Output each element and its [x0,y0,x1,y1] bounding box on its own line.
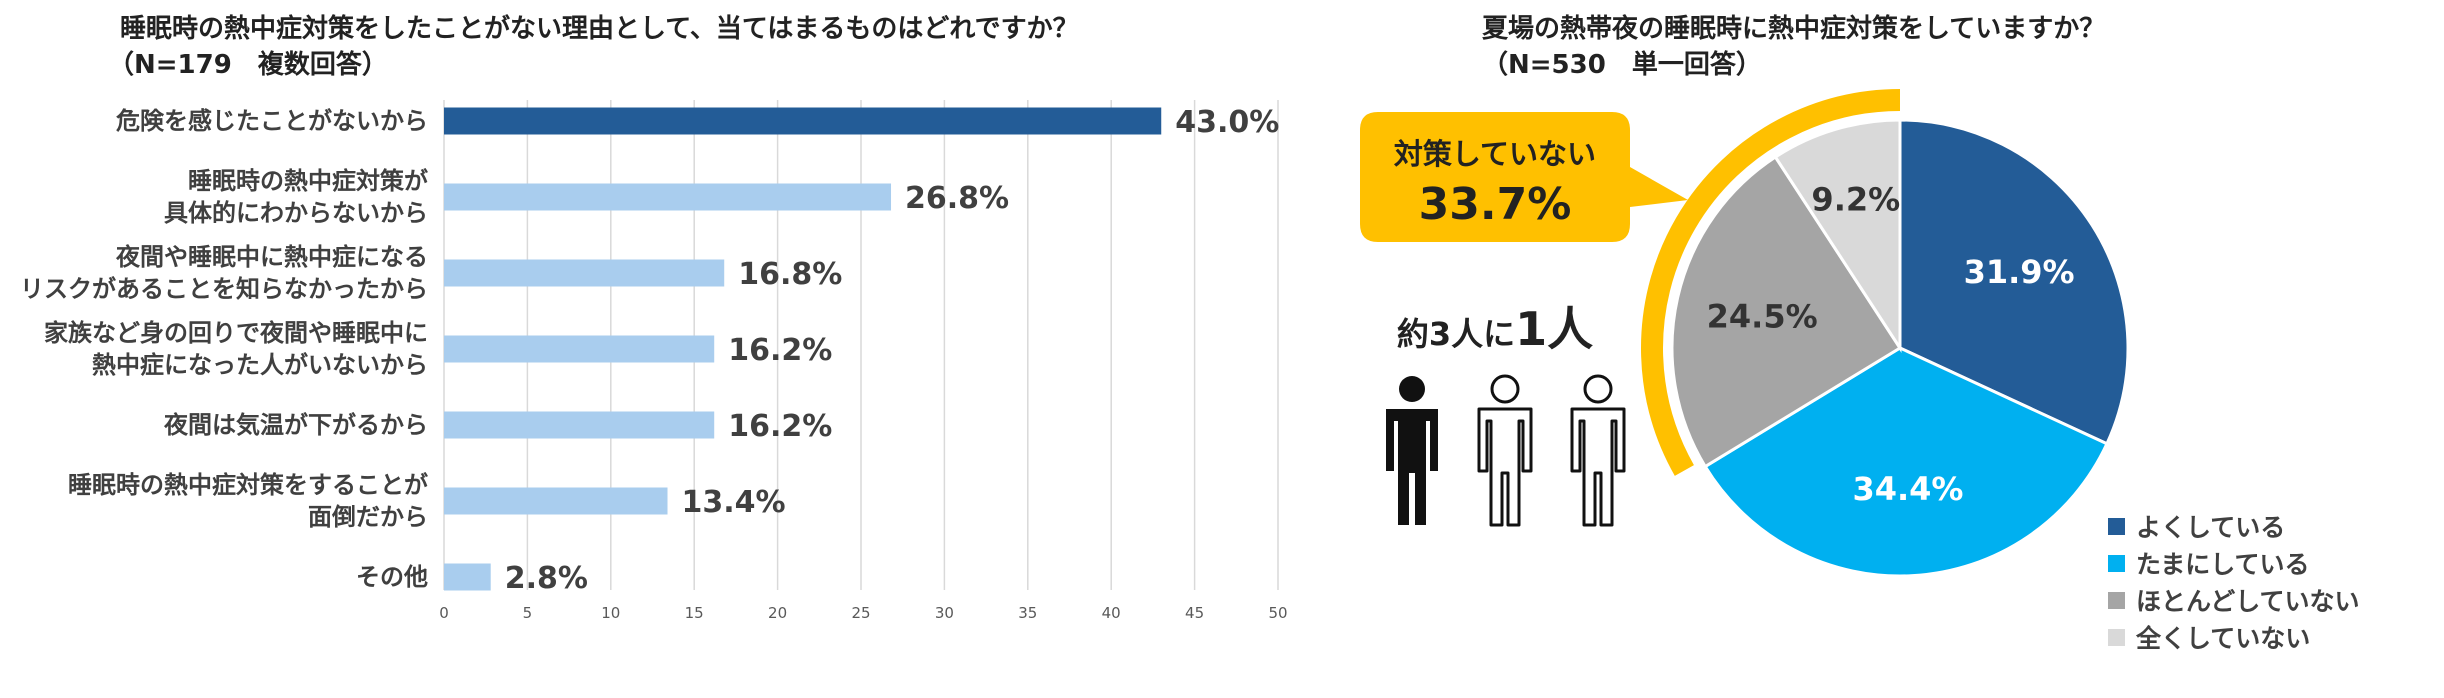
pie-slice [1703,346,2109,578]
x-tick-label: 50 [1268,604,1287,622]
pie-slice [1898,118,2130,446]
legend-swatch [2108,629,2125,646]
x-tick-label: 15 [685,604,704,622]
legend-label: 全くしていない [2135,624,2310,653]
bar [444,259,725,287]
bar-data-label: 16.2% [728,409,832,444]
bar [444,411,715,439]
category-label: その他 [356,563,428,591]
bar-chart-title: 睡眠時の熱中症対策をしたことがない理由として、当てはまるものはどれですか？ [120,14,1079,44]
callout-value: 33.7% [1419,179,1572,230]
category-label: 睡眠時の熱中症対策をすることが [68,471,428,499]
bar [444,563,491,591]
pie-chart-subtitle: （N=530 単一回答） [1482,50,1762,80]
bar [444,183,892,211]
annotation-text: 約3人に1人 [1397,302,1593,356]
category-label: リスクがあることを知らなかったから [20,275,428,303]
x-tick-label: 45 [1185,604,1204,622]
x-tick-label: 35 [1018,604,1037,622]
pie-chart-title: 夏場の熱帯夜の睡眠時に熱中症対策をしていますか？ [1482,14,2106,44]
bar-chart: 0 5 10 15 20 25 30 35 40 45 50 43.0% 危険を感じたことがないから 26… [20,100,1288,622]
bar-data-label: 2.8% [505,561,588,596]
callout-label: 対策していない [1394,137,1596,171]
bar [444,487,668,515]
pie-slice [1670,154,1903,469]
legend-swatch [2108,592,2125,609]
legend-swatch [2108,518,2125,535]
category-label: 危険を感じたことがないから [116,107,428,135]
slice-data-label: 24.5% [1707,298,1818,336]
callout-bubble [1360,112,1688,242]
category-label: 睡眠時の熱中症対策が [188,167,428,195]
legend-swatch [2108,555,2125,572]
x-tick-label: 25 [851,604,870,622]
category-label: 夜間や睡眠中に熱中症になる [115,243,428,271]
highlight-arc [1641,89,1901,476]
bar-data-label: 16.2% [728,333,832,368]
bar-chart-subtitle: （N=179 複数回答） [108,50,388,80]
category-label: 具体的にわからないから [164,199,428,227]
pie-slice [1773,118,1902,354]
legend-label: たまにしている [2136,550,2310,579]
bar [444,335,715,363]
category-label: 家族など身の回りで夜間や睡眠中に [44,319,428,347]
bar-data-label: 26.8% [905,181,1009,216]
x-tick-label: 5 [523,604,533,622]
bar-data-label: 16.8% [738,257,842,292]
x-tick-label: 30 [935,604,954,622]
person-icon-filled [1386,376,1438,525]
bar [444,107,1162,135]
category-label: 面倒だから [308,503,428,531]
slice-data-label: 34.4% [1852,470,1963,508]
person-icon-outline [1477,374,1533,527]
bar-data-label: 13.4% [682,485,786,520]
x-tick-label: 20 [768,604,787,622]
category-label: 熱中症になった人がいないから [92,351,428,379]
slice-data-label: 9.2% [1811,180,1900,218]
person-icon-outline [1570,374,1626,527]
category-label: 夜間は気温が下がるから [163,411,428,439]
pie-chart: 31.9% 34.4% 24.5% 9.2% 対策していない 33.7% 約3人に1人よくし… [1360,89,2360,653]
bar-data-label: 43.0% [1175,105,1279,140]
legend-label: ほとんどしていない [2136,587,2360,616]
x-tick-label: 0 [439,604,449,622]
legend-label: よくしている [2136,513,2285,542]
x-tick-label: 10 [601,604,620,622]
x-tick-label: 40 [1102,604,1121,622]
slice-data-label: 31.9% [1964,253,2075,291]
